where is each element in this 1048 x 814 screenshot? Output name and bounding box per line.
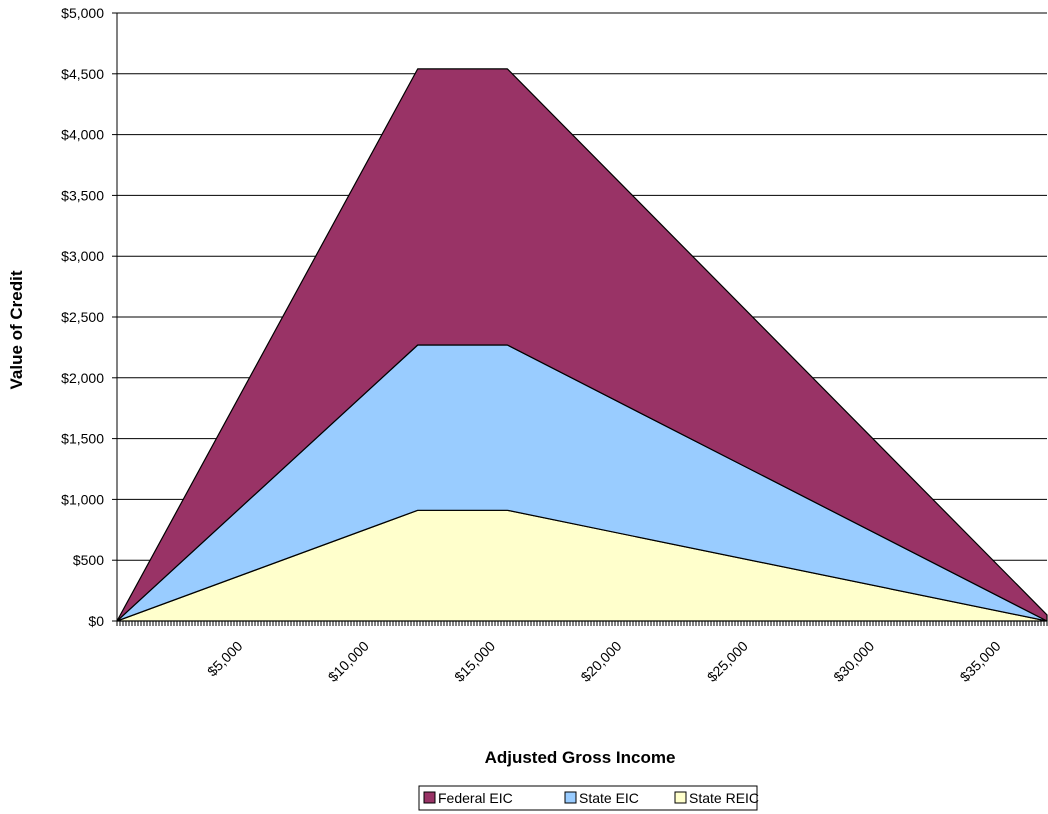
y-axis-ticks: $0 $500 $1,000 $1,500 $2,000 $2,500 $3,000 $3,5… bbox=[61, 5, 117, 629]
legend-box bbox=[418, 785, 758, 811]
legend-label-federal-eic: Federal EIC bbox=[438, 790, 513, 806]
x-tick-label: $30,000 bbox=[830, 638, 877, 685]
y-tick-label: $4,000 bbox=[61, 127, 104, 143]
y-tick-label: $500 bbox=[73, 552, 104, 568]
x-tick-label: $15,000 bbox=[451, 638, 498, 685]
x-axis-ticks: $5,000 $10,000 $15,000 $20,000 $25,000 $30,00… bbox=[204, 638, 1004, 685]
x-axis-title: Adjusted Gross Income bbox=[485, 748, 676, 767]
y-tick-label: $0 bbox=[88, 613, 104, 629]
y-tick-label: $3,000 bbox=[61, 248, 104, 264]
legend-label-state-reic: State REIC bbox=[689, 790, 759, 806]
y-tick-label: $2,500 bbox=[61, 309, 104, 325]
legend-swatch-state-eic bbox=[564, 791, 577, 804]
y-axis-title: Value of Credit bbox=[7, 270, 26, 389]
y-tick-label: $3,500 bbox=[61, 187, 104, 203]
y-tick-label: $1,000 bbox=[61, 491, 104, 507]
legend: Federal EIC State EIC State REIC bbox=[418, 785, 759, 811]
y-tick-label: $2,000 bbox=[61, 370, 104, 386]
legend-label-state-eic: State EIC bbox=[579, 790, 639, 806]
x-tick-label: $5,000 bbox=[204, 638, 246, 680]
y-tick-label: $4,500 bbox=[61, 66, 104, 82]
legend-swatch-federal-eic bbox=[423, 791, 436, 804]
area-federal-eic bbox=[116, 68, 1048, 622]
y-tick-label: $5,000 bbox=[61, 5, 104, 21]
legend-swatch-state-reic bbox=[674, 791, 687, 804]
x-tick-label: $10,000 bbox=[325, 638, 372, 685]
x-tick-label: $25,000 bbox=[704, 638, 751, 685]
x-tick-label: $20,000 bbox=[577, 638, 624, 685]
x-tick-label: $35,000 bbox=[957, 638, 1004, 685]
area-series bbox=[116, 68, 1048, 622]
x-axis-minor-ticks bbox=[116, 621, 1048, 626]
y-tick-label: $1,500 bbox=[61, 431, 104, 447]
